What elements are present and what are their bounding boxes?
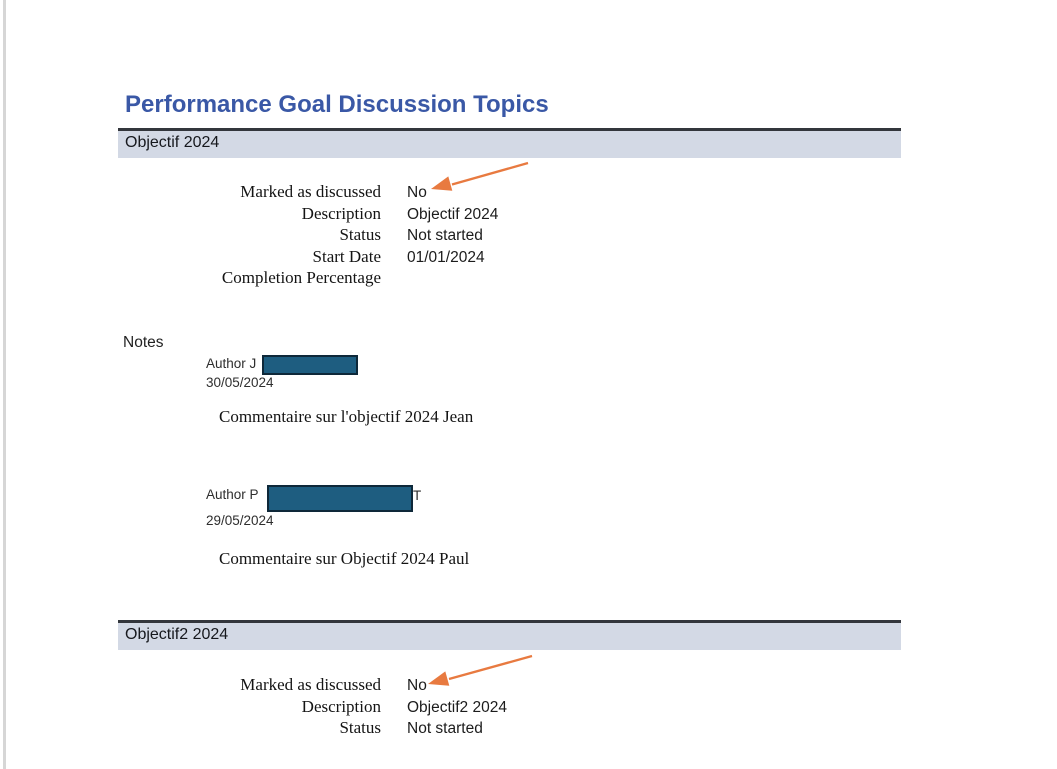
window-left-edge <box>3 0 6 769</box>
field-label: Description <box>301 203 381 223</box>
field-list-objectif-2024: Marked as discussed No Description Objec… <box>150 182 498 290</box>
field-row-completion-percentage: Completion Percentage <box>150 268 498 290</box>
field-label: Marked as discussed <box>240 182 381 201</box>
field-value: Objectif2 2024 <box>407 698 507 716</box>
section-header-objectif-2024: Objectif 2024 <box>118 128 901 158</box>
section-heading-text: Objectif2 2024 <box>125 626 229 643</box>
section-header-objectif2-2024: Objectif2 2024 <box>118 620 901 650</box>
note-comment: Commentaire sur Objectif 2024 Paul <box>219 549 470 568</box>
field-row-status: Status Not started <box>150 225 498 247</box>
field-label: Completion Percentage <box>221 268 381 287</box>
field-label: Description <box>301 696 381 716</box>
field-value: Not started <box>407 227 483 244</box>
page-title: Performance Goal Discussion Topics <box>125 91 549 118</box>
note-comment: Commentaire sur l'objectif 2024 Jean <box>219 407 474 426</box>
note-author-tail: T <box>413 488 422 503</box>
note-author: Author J <box>206 356 257 371</box>
field-row-start-date: Start Date 01/01/2024 <box>150 247 498 269</box>
redacted-author-name <box>262 355 358 375</box>
field-value: No <box>407 677 427 694</box>
field-row-marked-as-discussed: Marked as discussed No <box>150 675 507 697</box>
notes-heading: Notes <box>123 334 164 351</box>
section-heading-text: Objectif 2024 <box>125 134 220 151</box>
field-value: Not started <box>407 720 483 737</box>
field-value: No <box>407 184 427 201</box>
note-author: Author P <box>206 487 259 502</box>
field-list-objectif2-2024: Marked as discussed No Description Objec… <box>150 675 507 740</box>
field-row-status: Status Not started <box>150 718 507 740</box>
note-date: 30/05/2024 <box>206 375 274 390</box>
field-value: Objectif 2024 <box>407 205 499 223</box>
field-row-marked-as-discussed: Marked as discussed No <box>150 182 498 204</box>
field-label: Status <box>339 718 381 737</box>
annotation-arrow-icon <box>431 161 529 191</box>
field-label: Start Date <box>312 246 381 266</box>
field-label: Marked as discussed <box>240 675 381 694</box>
field-row-description: Description Objectif2 2024 <box>150 697 507 719</box>
annotation-arrow-icon <box>428 654 533 686</box>
note-date: 29/05/2024 <box>206 513 274 528</box>
field-label: Status <box>339 225 381 244</box>
field-row-description: Description Objectif 2024 <box>150 203 499 226</box>
field-value: 01/01/2024 <box>407 248 485 266</box>
redacted-author-name <box>267 485 413 512</box>
